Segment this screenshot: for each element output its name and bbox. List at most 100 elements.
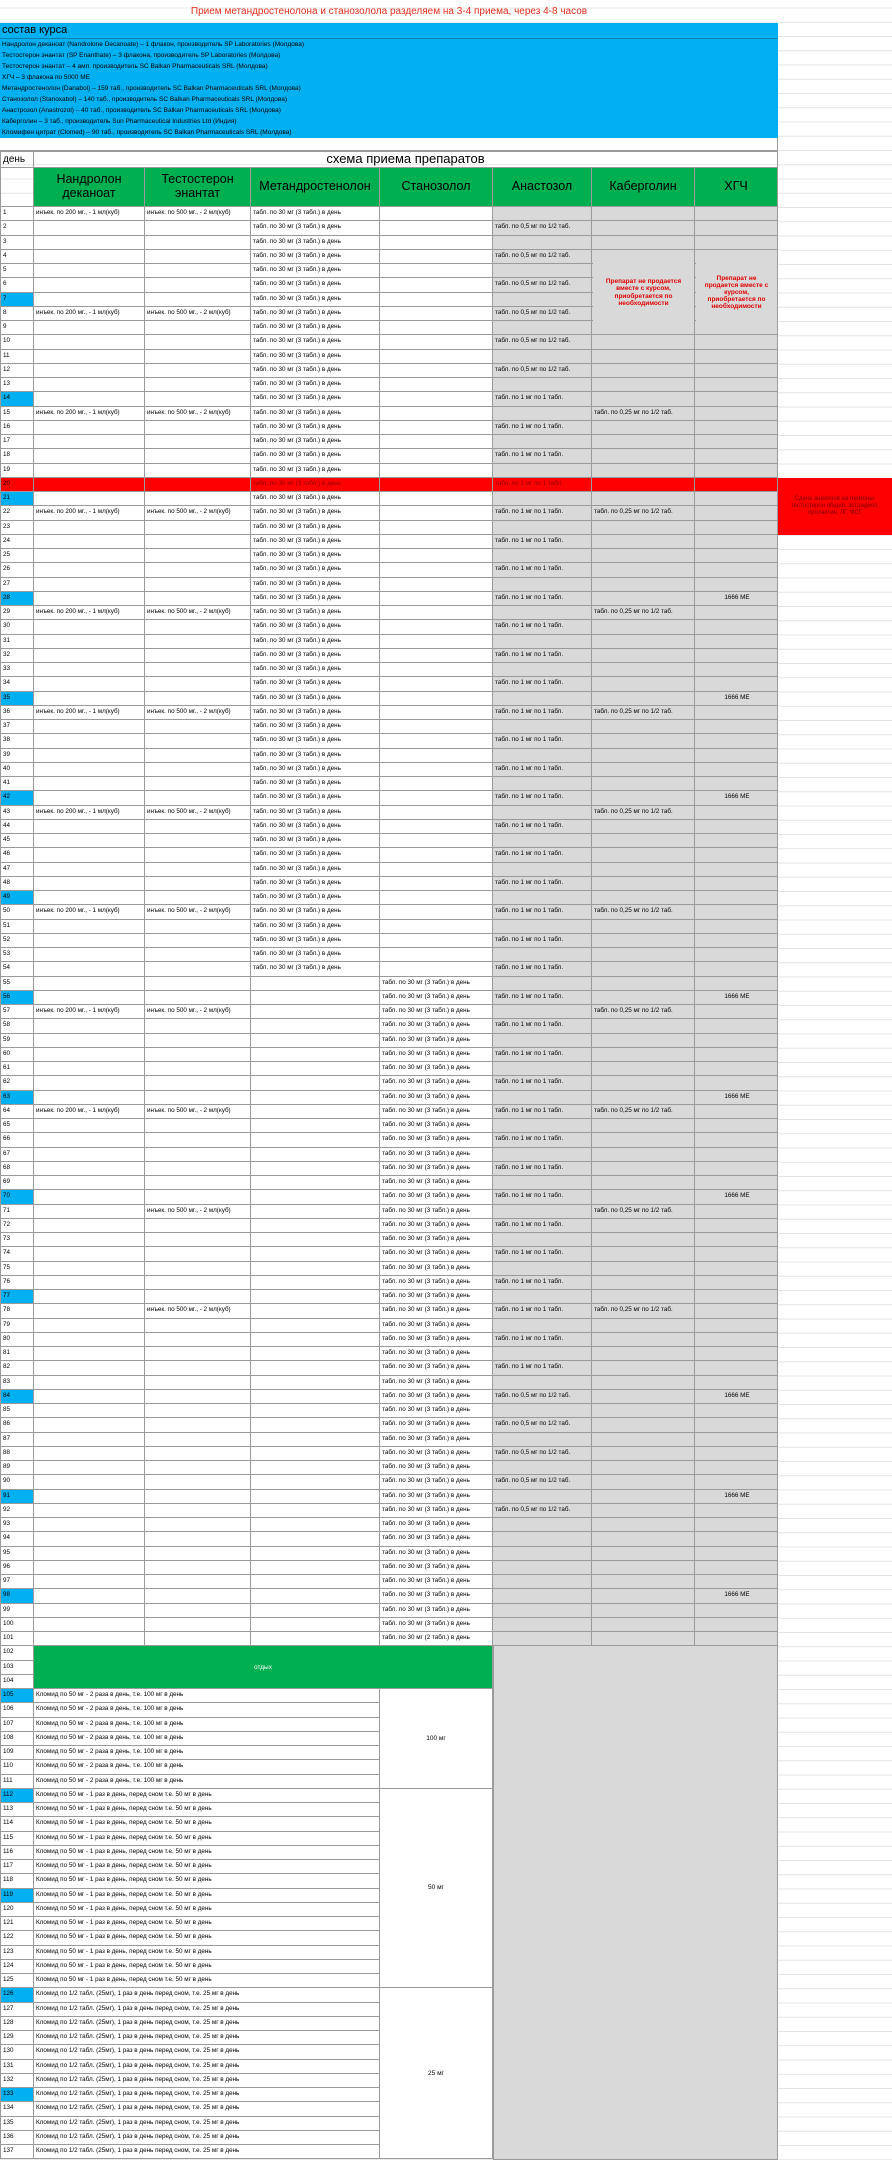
schedule-cell: [695, 349, 778, 364]
day-number: 5: [0, 264, 34, 279]
schedule-cell: инъек. по 200 мг., - 1 мл(куб): [34, 506, 145, 521]
schedule-cell: [380, 933, 493, 948]
schedule-cell: [493, 805, 592, 820]
schedule-cell: табл. по 30 мг (3 табл.) в день: [380, 1176, 493, 1191]
schedule-cell: [251, 1361, 380, 1376]
schedule-cell: табл. по 30 мг (3 табл.) в день: [380, 1589, 493, 1604]
schedule-cell: [493, 1261, 592, 1276]
schedule-cell: [34, 962, 145, 977]
schedule-cell: [251, 1332, 380, 1347]
schedule-cell: [34, 1489, 145, 1504]
schedule-cell: [34, 848, 145, 863]
schedule-cell: [592, 449, 695, 464]
schedule-cell: [493, 1005, 592, 1020]
schedule-cell: [695, 933, 778, 948]
schedule-cell: [592, 435, 695, 450]
schedule-cell: [251, 1261, 380, 1276]
day-number: 9: [0, 321, 34, 336]
schedule-cell: [695, 1617, 778, 1632]
schedule-cell: [251, 1461, 380, 1476]
schedule-cell: [592, 1033, 695, 1048]
schedule-cell: 1666 МЕ: [695, 691, 778, 706]
schedule-cell: [145, 1560, 251, 1575]
schedule-cell: [34, 1475, 145, 1490]
schedule-cell: [380, 249, 493, 264]
schedule-cell: инъек. по 500 мг., - 2 мл(куб): [145, 1204, 251, 1219]
schedule-cell: табл. по 1 мг по 1 табл.: [493, 648, 592, 663]
day-number: 88: [0, 1446, 34, 1461]
composition-title: состав курса: [0, 23, 778, 39]
schedule-cell: табл. по 30 мг (3 табл.) в день: [380, 1347, 493, 1362]
schedule-cell: табл. по 0,5 мг по 1/2 таб.: [493, 1503, 592, 1518]
schedule-cell: табл. по 30 мг (3 табл.) в день: [251, 207, 380, 222]
schedule-cell: [380, 648, 493, 663]
schedule-cell: [145, 1047, 251, 1062]
schedule-cell: [592, 1161, 695, 1176]
schedule-cell: табл. по 30 мг (3 табл.) в день: [380, 1247, 493, 1262]
schedule-cell: [34, 335, 145, 350]
schedule-cell: табл. по 0,5 мг по 1/2 таб.: [493, 335, 592, 350]
schedule-cell: [380, 748, 493, 763]
day-number: 95: [0, 1546, 34, 1561]
day-number: 86: [0, 1418, 34, 1433]
day-header: день: [0, 151, 34, 168]
day-number: 16: [0, 420, 34, 435]
day-number: 25: [0, 549, 34, 564]
day-number: 51: [0, 919, 34, 934]
schedule-cell: табл. по 1 мг по 1 табл.: [493, 876, 592, 891]
schedule-cell: инъек. по 200 мг., - 1 мл(куб): [34, 1005, 145, 1020]
day-number: 115: [0, 1831, 34, 1846]
schedule-cell: [695, 1275, 778, 1290]
day-number: 10: [0, 335, 34, 350]
schedule-cell: инъек. по 500 мг., - 2 мл(куб): [145, 1104, 251, 1119]
day-number: 22: [0, 506, 34, 521]
schedule-cell: [380, 677, 493, 692]
schedule-cell: [380, 292, 493, 307]
schedule-cell: табл. по 1 мг по 1 табл.: [493, 1361, 592, 1376]
day-number: 87: [0, 1432, 34, 1447]
schedule-cell: [145, 762, 251, 777]
schedule-cell: [145, 1033, 251, 1048]
composition-line: Каберголин – 3 таб., производитель Sun P…: [2, 117, 237, 125]
day-number: 96: [0, 1560, 34, 1575]
schedule-cell: табл. по 30 мг (3 табл.) в день: [380, 1275, 493, 1290]
day-number: 103: [0, 1660, 34, 1675]
day-header-blank: [0, 168, 34, 207]
schedule-cell: [592, 1233, 695, 1248]
schedule-cell: [145, 1062, 251, 1077]
schedule-cell: [145, 278, 251, 293]
day-number: 97: [0, 1575, 34, 1590]
schedule-cell: табл. по 30 мг (3 табл.) в день: [251, 848, 380, 863]
schedule-cell: табл. по 30 мг (3 табл.) в день: [251, 392, 380, 407]
schedule-cell: [380, 235, 493, 250]
day-number: 73: [0, 1233, 34, 1248]
schedule-cell: [592, 834, 695, 849]
schedule-cell: [592, 1133, 695, 1148]
schedule-cell: [695, 1532, 778, 1547]
schedule-cell: [493, 1033, 592, 1048]
schedule-cell: табл. по 1 мг по 1 табл.: [493, 620, 592, 635]
clomid-cell: Кломид по 50 мг - 2 раза в день, т.е. 10…: [34, 1760, 380, 1775]
day-number: 79: [0, 1318, 34, 1333]
schedule-cell: [34, 435, 145, 450]
schedule-cell: табл. по 30 мг (3 табл.) в день: [251, 463, 380, 478]
schedule-cell: [592, 777, 695, 792]
schedule-cell: [592, 591, 695, 606]
schedule-cell: табл. по 30 мг (3 табл.) в день: [251, 606, 380, 621]
day-number: 7: [0, 292, 34, 307]
schedule-cell: табл. по 30 мг (3 табл.) в день: [380, 1489, 493, 1504]
schedule-cell: [145, 363, 251, 378]
clomid-cell: Кломид по 50 мг - 2 раза в день, т.е. 10…: [34, 1689, 380, 1704]
schedule-cell: [695, 1475, 778, 1490]
clomid-cell: Кломид по 50 мг - 2 раза в день, т.е. 10…: [34, 1731, 380, 1746]
schedule-cell: табл. по 30 мг (3 табл.) в день: [251, 278, 380, 293]
schedule-cell: табл. по 30 мг (3 табл.) в день: [380, 1076, 493, 1091]
schedule-cell: [251, 1546, 380, 1561]
schedule-cell: [380, 720, 493, 735]
day-number: 72: [0, 1218, 34, 1233]
schedule-cell: [695, 1176, 778, 1191]
schedule-cell: [592, 577, 695, 592]
day-number: 4: [0, 249, 34, 264]
schedule-cell: [145, 492, 251, 507]
schedule-cell: [34, 420, 145, 435]
